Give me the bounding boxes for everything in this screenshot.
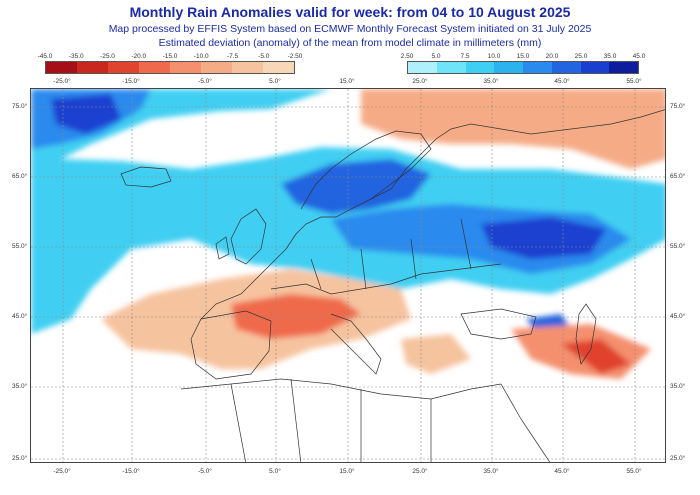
longitude-label: 35.0° xyxy=(483,468,499,475)
dry-anomaly-middle-east xyxy=(561,339,631,374)
map-title: Monthly Rain Anomalies valid for week: f… xyxy=(129,4,571,20)
legend-negative-anomaly: -45.0 -35.0 -25.0 -20.0 -15.0 -10.0 -7.5 -5.0 -2… xyxy=(38,53,302,81)
legend-value-label: -25.0 xyxy=(100,53,115,60)
coastline-british-isles xyxy=(215,208,267,265)
legend-value-label: -2.50 xyxy=(287,53,303,60)
legend-value-label: -10.0 xyxy=(193,53,209,60)
longitude-label: 55.0° xyxy=(626,468,642,475)
coastline-red-sea xyxy=(500,383,551,462)
coastline-europe xyxy=(200,109,665,320)
legend-value-label: 2.50 xyxy=(400,53,414,60)
legend-negative-colorbar xyxy=(45,61,295,74)
legend-swatch xyxy=(609,62,638,73)
legend-swatch xyxy=(263,62,294,73)
legend-positive-colorbar xyxy=(407,61,639,74)
legend-value-label: -15.0 xyxy=(162,53,178,60)
legend-swatch xyxy=(436,62,466,73)
longitude-label: -15.0° xyxy=(122,78,140,85)
legend-positive-anomaly: 2.50 5.0 7.5 10.0 15.0 20.0 25.0 35.0 45.0 xyxy=(401,53,645,81)
coastline-black-sea xyxy=(460,308,537,340)
latitude-label: 35.0° xyxy=(12,383,28,390)
longitude-label: -25.0° xyxy=(53,78,71,85)
coastline-iceland xyxy=(120,166,172,188)
legend-value-label: -20.0 xyxy=(131,53,147,60)
longitude-label: -5.0° xyxy=(198,78,212,85)
longitude-label: 45.0° xyxy=(554,78,570,85)
longitude-label: 15.0° xyxy=(339,78,355,85)
latitude-label: 55.0° xyxy=(12,243,28,250)
border-europe xyxy=(270,218,502,295)
legend-value-label: -5.0 xyxy=(258,53,270,60)
border-north-africa xyxy=(230,378,432,462)
latitude-label: 45.0° xyxy=(670,313,686,320)
latitude-label: 25.0° xyxy=(12,455,28,462)
legend-swatch xyxy=(170,62,201,73)
coastlines-and-borders xyxy=(120,109,665,462)
longitude-label: -25.0° xyxy=(53,468,71,475)
latitude-label: 35.0° xyxy=(670,383,686,390)
wet-anomaly-russia-core xyxy=(481,217,606,259)
wet-anomaly-greenland-sea xyxy=(51,94,121,134)
legend-value-label: 25.0 xyxy=(574,53,588,60)
coastline-north-africa xyxy=(180,378,502,400)
legend-value-label: -35.0 xyxy=(68,53,84,60)
latitude-label: 25.0° xyxy=(670,455,686,462)
longitude-label: 35.0° xyxy=(483,78,499,85)
longitude-label: -15.0° xyxy=(122,468,140,475)
legend-swatch xyxy=(77,62,108,73)
anomaly-fields xyxy=(31,89,665,379)
longitude-label: 25.0° xyxy=(412,468,428,475)
latitude-label: 65.0° xyxy=(12,173,28,180)
legend-swatch xyxy=(232,62,263,73)
legend-swatch xyxy=(494,62,523,73)
longitude-label: 45.0° xyxy=(554,468,570,475)
coastline-italy xyxy=(330,313,382,375)
dry-anomaly-north-russia xyxy=(361,89,665,169)
legend-swatch xyxy=(139,62,170,73)
legend-value-label: 20.0 xyxy=(545,53,559,60)
longitude-label: 25.0° xyxy=(412,78,428,85)
legend-value-label: 35.0 xyxy=(603,53,617,60)
legend-swatch xyxy=(108,62,139,73)
legend-value-label: -45.0 xyxy=(37,53,53,60)
coastline-iberia xyxy=(190,310,272,380)
legend-swatch xyxy=(580,62,610,73)
latitude-label: 75.0° xyxy=(12,103,28,110)
legend-swatch xyxy=(523,62,552,73)
latitude-label: 75.0° xyxy=(670,103,686,110)
legend-swatch xyxy=(551,62,581,73)
legend-value-label: 5.0 xyxy=(431,53,441,60)
longitude-label: 5.0° xyxy=(269,78,281,85)
dry-anomaly-greece xyxy=(401,334,471,374)
dry-anomaly-central-europe xyxy=(231,294,361,339)
legend-swatch xyxy=(408,62,437,73)
coastline-caspian xyxy=(575,303,597,365)
legend-value-label: 15.0 xyxy=(516,53,530,60)
wet-anomaly-scandinavia-core xyxy=(281,159,431,214)
legend-swatch xyxy=(201,62,232,73)
longitude-label: -5.0° xyxy=(198,468,212,475)
longitude-label: 5.0° xyxy=(269,468,281,475)
map-subtitle-units: Estimated deviation (anomaly) of the mea… xyxy=(158,37,542,49)
legend-swatch xyxy=(465,62,495,73)
longitude-label: 15.0° xyxy=(339,468,355,475)
graticule xyxy=(31,89,665,462)
latitude-label: 55.0° xyxy=(670,243,686,250)
legend-value-label: 10.0 xyxy=(487,53,501,60)
map-canvas xyxy=(31,89,665,462)
coastline-scandinavia xyxy=(300,130,432,210)
latitude-label: 45.0° xyxy=(12,313,28,320)
map-subtitle-processing: Map processed by EFFIS System based on E… xyxy=(108,23,592,35)
legend-swatch xyxy=(46,62,77,73)
rain-anomaly-map xyxy=(30,88,666,463)
longitude-label: 55.0° xyxy=(626,78,642,85)
legend-value-label: 45.0 xyxy=(632,53,646,60)
legend-value-label: 7.5 xyxy=(460,53,470,60)
legend-value-label: -7.5 xyxy=(226,53,239,60)
latitude-label: 65.0° xyxy=(670,173,686,180)
